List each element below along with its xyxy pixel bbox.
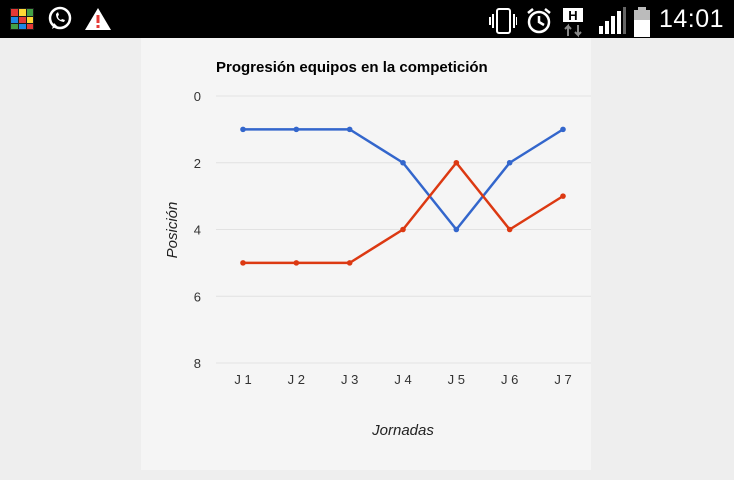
data-point[interactable] [293, 126, 300, 133]
series-line-1 [243, 128, 564, 231]
data-point[interactable] [506, 159, 513, 166]
chart-title: Progresión equipos en la competición [216, 59, 488, 76]
battery-icon [633, 6, 651, 37]
hspa-data-icon: H [561, 6, 589, 38]
signal-icon [597, 6, 626, 34]
alarm-icon [525, 6, 553, 34]
line-chart: 0 2 4 6 8 J 1 J 2 J 3 J 4 J 5 J 6 J 7 Progresión e… [164, 59, 591, 439]
y-tick-label: 4 [194, 223, 201, 238]
y-tick-label: 8 [194, 356, 201, 371]
y-tick-label: 0 [194, 89, 201, 104]
notification-icons [8, 6, 112, 32]
x-axis-title: Jornadas [371, 422, 434, 439]
chart-card: 0 2 4 6 8 J 1 J 2 J 3 J 4 J 5 J 6 J 7 Progresión e… [141, 38, 591, 470]
data-point[interactable] [560, 126, 566, 133]
data-point[interactable] [453, 226, 460, 233]
y-axis-ticks: 0 2 4 6 8 [194, 89, 201, 371]
system-icons: H 14:01 [488, 2, 724, 38]
x-tick-label: J 4 [394, 372, 411, 387]
warning-icon [84, 6, 112, 32]
data-point[interactable] [346, 260, 353, 266]
x-tick-label: J 2 [288, 372, 305, 387]
status-clock: 14:01 [658, 4, 724, 33]
y-axis-title: Posición [164, 202, 181, 259]
data-point[interactable] [560, 193, 566, 199]
data-point[interactable] [346, 126, 353, 133]
status-bar: H 14:01 [0, 0, 734, 38]
svg-text:H: H [568, 8, 577, 23]
x-tick-label: J 1 [234, 372, 251, 387]
y-tick-label: 6 [194, 289, 201, 304]
series-line-2 [243, 161, 564, 265]
whatsapp-icon [46, 6, 74, 32]
series-lines [240, 126, 566, 266]
app-content: 0 2 4 6 8 J 1 J 2 J 3 J 4 J 5 J 6 J 7 Progresión e… [0, 38, 734, 480]
data-point[interactable] [506, 226, 513, 233]
avg-antivirus-icon [8, 6, 36, 32]
y-tick-label: 2 [194, 156, 201, 171]
data-point[interactable] [453, 159, 460, 166]
x-tick-label: J 6 [501, 372, 518, 387]
vibrate-icon [488, 6, 518, 34]
data-point[interactable] [293, 260, 300, 266]
data-point[interactable] [240, 260, 246, 266]
x-tick-label: J 7 [554, 372, 571, 387]
data-point[interactable] [240, 126, 246, 133]
x-axis-ticks: J 1 J 2 J 3 J 4 J 5 J 6 J 7 [234, 372, 571, 387]
x-tick-label: J 3 [341, 372, 358, 387]
data-point[interactable] [400, 159, 406, 166]
data-point[interactable] [400, 226, 406, 233]
x-tick-label: J 5 [448, 372, 465, 387]
